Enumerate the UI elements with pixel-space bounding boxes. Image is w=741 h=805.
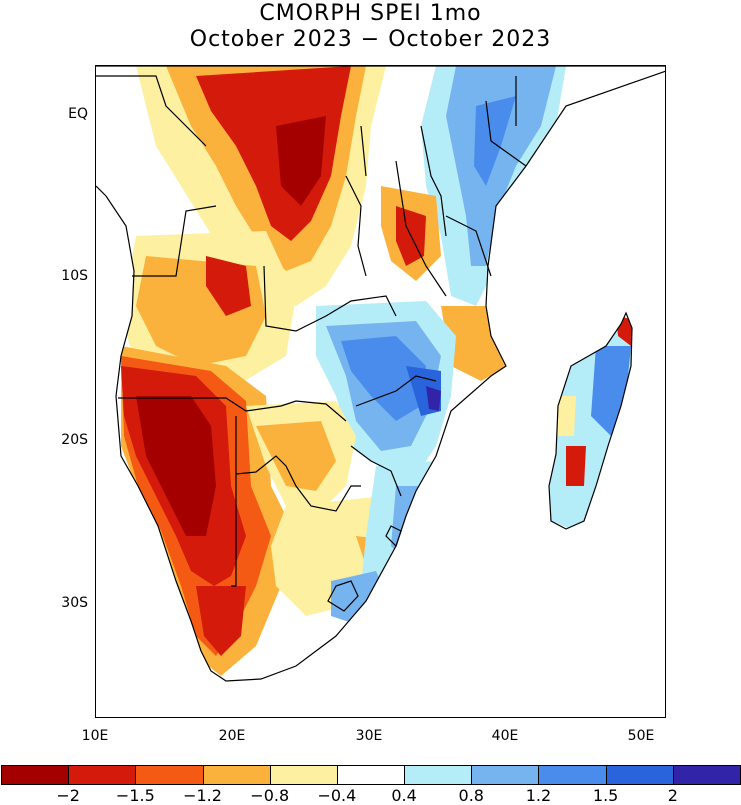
colorbar-tick-label: 0.8 (458, 786, 484, 805)
colorbar-tick-label: −1.5 (115, 786, 155, 805)
colorbar-swatch (672, 765, 741, 785)
lon-label-30e: 30E (355, 728, 383, 744)
colorbar-swatch (68, 765, 137, 785)
colorbar-swatch (135, 765, 204, 785)
spei-field (96, 66, 665, 681)
lon-label-20e: 20E (218, 728, 246, 744)
lon-label-50e: 50E (627, 728, 655, 744)
lat-label-20s: 20S (61, 432, 88, 448)
coastline-and-borders (96, 66, 665, 682)
lat-label-10s: 10S (61, 268, 88, 284)
lat-label-30s: 30S (61, 595, 88, 611)
lon-label-40e: 40E (491, 728, 519, 744)
colorbar-tick-label: −2 (56, 786, 80, 805)
colorbar-swatch (1, 765, 70, 785)
colorbar-tick-label: 0.4 (391, 786, 417, 805)
spei-map (95, 65, 666, 718)
colorbar-swatch (538, 765, 607, 785)
colorbar-tick-label: −0.8 (250, 786, 290, 805)
lon-label-10e: 10E (81, 728, 109, 744)
map-title: CMORPH SPEI 1mo (259, 1, 482, 26)
colorbar-tick-label: 2 (667, 786, 678, 805)
colorbar-tick-label: −1.2 (183, 786, 222, 805)
colorbar-swatch (336, 765, 406, 785)
colorbar-swatch (269, 765, 338, 785)
colorbar-swatch (605, 765, 674, 785)
colorbar-swatch (202, 765, 271, 785)
colorbar-swatch (404, 765, 473, 785)
colorbar-tick-label: 1.5 (592, 786, 619, 805)
colorbar (0, 765, 741, 787)
colorbar-swatch (471, 765, 540, 785)
colorbar-tick-label: −0.4 (317, 786, 357, 805)
map-period: October 2023 − October 2023 (189, 27, 552, 52)
colorbar-tick-label: 1.2 (525, 786, 552, 805)
lat-label-eq: EQ (68, 106, 88, 122)
